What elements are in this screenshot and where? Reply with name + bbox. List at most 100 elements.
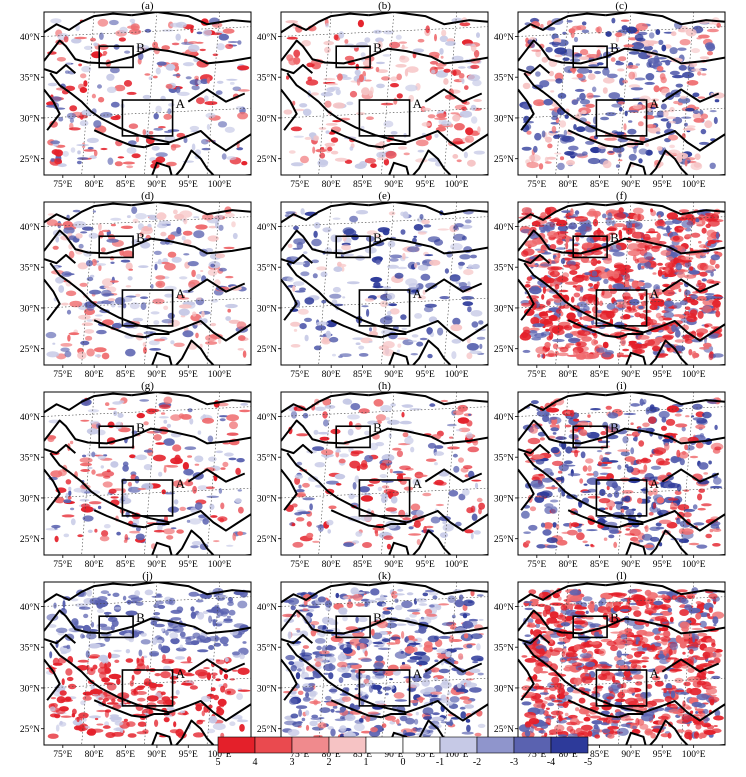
lon-tick-label: 80°E (322, 749, 341, 760)
region-label-a: A (650, 476, 660, 491)
region-label-b: B (136, 40, 145, 55)
lat-tick-label: 35°N (494, 263, 514, 274)
panel-label: (i) (616, 380, 627, 392)
lon-tick-label: 85°E (116, 559, 135, 570)
lat-tick-label: 30°N (494, 683, 514, 694)
lon-tick-label: 75°E (53, 369, 72, 380)
lat-tick-label: 25°N (257, 724, 277, 735)
lon-tick-label: 80°E (85, 749, 104, 760)
lat-tick-label: 35°N (20, 73, 40, 84)
lon-tick-label: 95°E (653, 369, 672, 380)
anomaly-field (518, 587, 725, 741)
lat-tick-label: 40°N (494, 602, 514, 613)
country-borders (518, 582, 725, 745)
lat-tick-label: 35°N (20, 453, 40, 464)
lat-tick-label: 40°N (257, 412, 277, 423)
lon-tick-label: 100°E (682, 559, 706, 570)
panel-label: (c) (615, 0, 628, 12)
lon-tick-label: 80°E (559, 369, 578, 380)
lat-tick-label: 30°N (494, 113, 514, 124)
panel-frame (280, 391, 489, 556)
panel-frame (517, 581, 726, 746)
map-panel: (k) A B 75°E 80°E 85°E 90°E 95°E 100°E 40°N 35°N 30… (257, 570, 489, 760)
lon-tick-label: 85°E (590, 179, 609, 190)
lat-tick-label: 40°N (20, 32, 40, 43)
country-borders (518, 202, 725, 365)
colorbar-swatch (550, 736, 589, 754)
lat-tick-label: 35°N (494, 453, 514, 464)
region-label-b: B (610, 230, 619, 245)
region-box-a (358, 479, 411, 517)
lat-tick-label: 25°N (494, 534, 514, 545)
region-label-b: B (136, 420, 145, 435)
panel-frame (43, 11, 252, 176)
lon-tick-label: 80°E (559, 559, 578, 570)
lon-tick-label: 75°E (290, 749, 309, 760)
colorbar-label: 2 (327, 757, 332, 768)
region-box-b (98, 615, 134, 639)
region-box-a (358, 669, 411, 707)
lon-tick-label: 95°E (416, 749, 435, 760)
lat-tick-label: 25°N (257, 344, 277, 355)
panel-frame (517, 391, 726, 556)
lon-tick-label: 90°E (147, 369, 166, 380)
region-label-b: B (610, 40, 619, 55)
lon-tick-label: 100°E (208, 179, 232, 190)
lon-tick-label: 85°E (353, 749, 372, 760)
region-label-a: A (176, 286, 186, 301)
lon-tick-label: 95°E (179, 179, 198, 190)
region-label-b: B (610, 610, 619, 625)
lon-tick-label: 90°E (384, 559, 403, 570)
region-box-b (335, 45, 371, 69)
lat-tick-label: 30°N (257, 683, 277, 694)
anomaly-field (282, 587, 486, 740)
lon-tick-label: 90°E (621, 369, 640, 380)
country-borders (281, 392, 488, 555)
lat-tick-label: 40°N (257, 32, 277, 43)
colorbar-swatch (365, 736, 404, 754)
anomaly-field (521, 397, 724, 551)
region-box-a (121, 99, 174, 137)
lat-tick-label: 30°N (257, 303, 277, 314)
region-box-a (595, 289, 648, 327)
lon-tick-label: 95°E (416, 369, 435, 380)
lat-tick-label: 25°N (20, 154, 40, 165)
region-label-b: B (373, 230, 382, 245)
region-box-b (572, 45, 608, 69)
lon-tick-label: 75°E (53, 749, 72, 760)
country-borders (518, 392, 725, 555)
lon-tick-label: 85°E (116, 749, 135, 760)
lon-tick-label: 75°E (527, 559, 546, 570)
colorbar-label: 3 (290, 757, 295, 768)
lon-tick-label: 75°E (53, 179, 72, 190)
region-box-b (98, 45, 134, 69)
lat-tick-label: 40°N (20, 412, 40, 423)
region-label-a: A (413, 286, 423, 301)
lat-tick-label: 25°N (257, 534, 277, 545)
lat-tick-label: 25°N (494, 154, 514, 165)
lon-tick-label: 80°E (559, 179, 578, 190)
region-box-a (121, 479, 174, 517)
lon-tick-label: 100°E (682, 749, 706, 760)
colorbar-label: -5 (584, 757, 592, 768)
country-borders (281, 582, 488, 745)
lon-tick-label: 90°E (147, 559, 166, 570)
lon-tick-label: 80°E (85, 559, 104, 570)
lon-tick-label: 75°E (290, 559, 309, 570)
lat-tick-label: 30°N (494, 303, 514, 314)
colorbar-label: -4 (547, 757, 555, 768)
panel-frame (280, 11, 489, 176)
lon-tick-label: 85°E (590, 749, 609, 760)
anomaly-field (285, 397, 485, 550)
region-label-a: A (650, 666, 660, 681)
colorbar-label: -1 (436, 757, 444, 768)
panel-label: (l) (616, 570, 627, 582)
colorbar-swatch (328, 736, 367, 754)
lon-tick-label: 75°E (527, 369, 546, 380)
lon-tick-label: 100°E (682, 179, 706, 190)
colorbar: 5 4 3 2 1 0 -1 -2 -3 -4 -5 (216, 736, 592, 768)
map-panel: (e) A B 75°E 80°E 85°E 90°E 95°E 100°E 40°N 35°N 30… (257, 190, 489, 380)
panel-label: (g) (141, 380, 154, 392)
region-box-a (358, 289, 411, 327)
colorbar-swatch (513, 736, 552, 754)
